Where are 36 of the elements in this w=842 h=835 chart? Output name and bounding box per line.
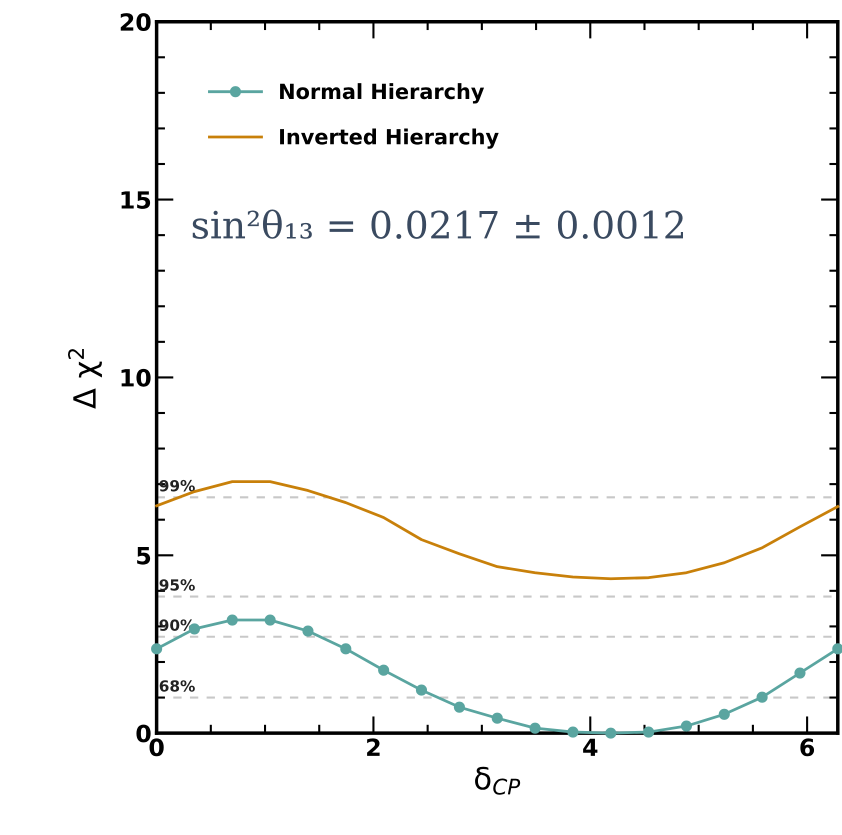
- point: [718, 708, 730, 720]
- point: [756, 692, 768, 703]
- point: [264, 614, 276, 626]
- point: [302, 625, 314, 637]
- y-tick-label: 0: [136, 724, 151, 742]
- point: [378, 664, 390, 676]
- x-tick-label: 4: [583, 738, 598, 756]
- legend-label: Normal Hierarchy: [280, 83, 484, 104]
- point: [416, 684, 428, 696]
- point: [151, 643, 162, 654]
- point: [643, 726, 654, 738]
- x-tick-label: 2: [367, 738, 380, 756]
- y-tick-label: 10: [122, 368, 151, 387]
- x-axis-title: δ$_{CP}$: [475, 766, 520, 795]
- point: [567, 726, 578, 738]
- point: [605, 728, 616, 739]
- point: [340, 643, 352, 654]
- y-tick-label: 15: [122, 191, 150, 209]
- point: [492, 712, 503, 724]
- point: [680, 720, 692, 732]
- point: [832, 643, 842, 654]
- point: [454, 702, 465, 713]
- annotation: sin²θ₁₃ = 0.0217 ± 0.0012: [192, 209, 684, 239]
- x-tick-label: 6: [800, 738, 814, 756]
- y-tick-label: 20: [120, 13, 151, 32]
- annotation: 95%: [160, 579, 195, 591]
- line-series: [155, 480, 840, 580]
- annotation: 68%: [160, 680, 195, 692]
- x-tick-label: 0: [150, 738, 164, 756]
- point: [794, 667, 806, 679]
- point: [226, 614, 238, 626]
- y-tick-label: 5: [137, 547, 150, 565]
- annotation: 99%: [160, 480, 195, 492]
- y-axis-title: Δ χ$^{2}$: [68, 349, 102, 409]
- point: [530, 722, 541, 734]
- legend-label: Inverted Hierarchy: [280, 128, 499, 149]
